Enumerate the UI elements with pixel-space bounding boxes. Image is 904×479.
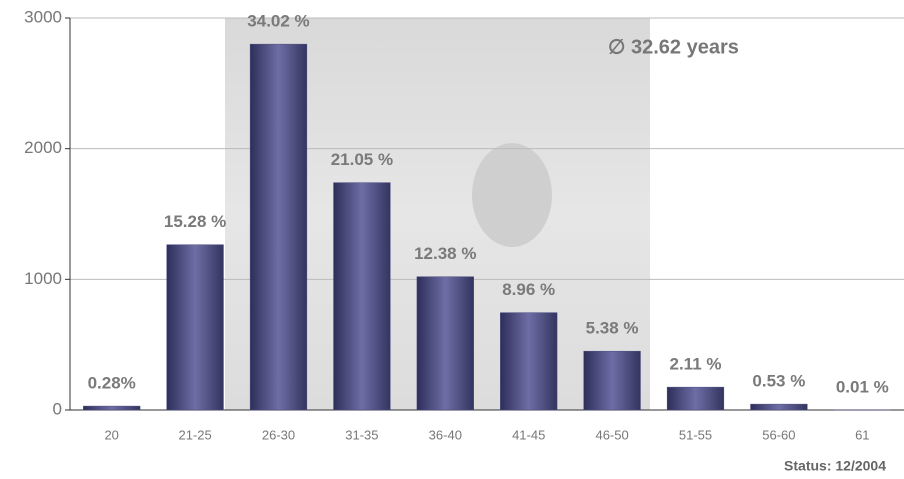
- footnote: Status: 12/2004: [784, 458, 886, 474]
- bar-label: 5.38 %: [586, 319, 639, 338]
- x-tick-label: 46-50: [595, 427, 628, 442]
- bar: [166, 244, 224, 411]
- x-tick-label: 56-60: [762, 427, 795, 442]
- annotation: ∅ 32.62 years: [608, 36, 739, 58]
- bar-label: 0.28%: [88, 374, 136, 393]
- x-tick-label: 41-45: [512, 427, 545, 442]
- x-tick-label: 36-40: [429, 427, 462, 442]
- bar-label: 21.05 %: [331, 150, 393, 169]
- x-tick-label: 31-35: [345, 427, 378, 442]
- y-tick-label: 3000: [24, 7, 62, 26]
- x-tick-label: 26-30: [262, 427, 295, 442]
- bar: [83, 405, 141, 411]
- bar: [500, 312, 558, 411]
- bar-label: 15.28 %: [164, 212, 226, 231]
- bar-label: 12.38 %: [414, 244, 476, 263]
- bar: [750, 403, 808, 411]
- bar: [249, 43, 308, 411]
- bar-label: 2.11 %: [670, 355, 722, 374]
- bar-label: 8.96 %: [502, 280, 555, 299]
- x-tick-label: 61: [855, 427, 869, 442]
- photo-figure: [472, 143, 552, 247]
- x-tick-label: 20: [104, 427, 118, 442]
- bar: [333, 182, 391, 411]
- x-tick-label: 21-25: [178, 427, 211, 442]
- y-tick-label: 2000: [24, 138, 62, 157]
- bar: [416, 276, 474, 411]
- bar: [666, 386, 725, 411]
- y-tick-label: 0: [53, 399, 62, 418]
- bar-label: 0.53 %: [752, 372, 805, 391]
- bar-label: 0.01 %: [836, 377, 889, 396]
- bar: [583, 350, 641, 411]
- y-tick-label: 1000: [24, 269, 62, 288]
- x-tick-label: 51-55: [679, 427, 712, 442]
- bar-label: 34.02 %: [247, 12, 309, 31]
